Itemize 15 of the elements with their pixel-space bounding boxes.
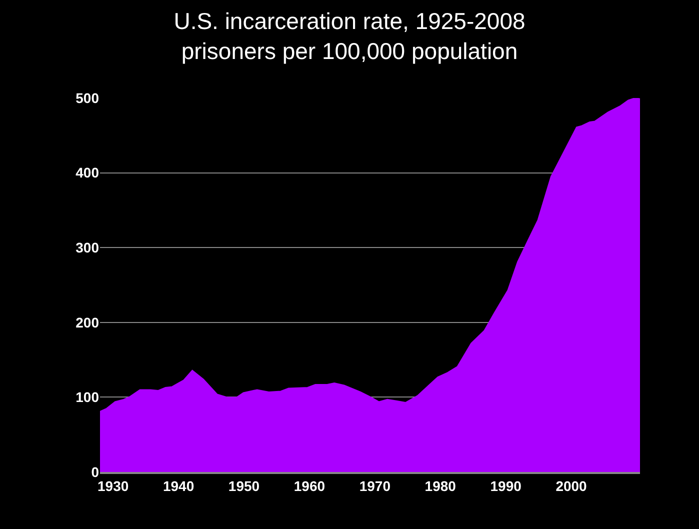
y-tick-label: 300 — [76, 240, 100, 256]
y-tick-label: 500 — [76, 90, 100, 106]
x-tick-label: 1990 — [490, 478, 522, 494]
x-tick-label: 1970 — [359, 478, 391, 494]
x-tick-label: 1930 — [98, 478, 129, 494]
y-tick-label: 100 — [76, 389, 100, 406]
y-tick-label: 200 — [76, 314, 100, 330]
chart-title: U.S. incarceration rate, 1925-2008 prisoners per 100,000 population — [174, 8, 526, 64]
x-tick-label: 1960 — [294, 478, 326, 494]
x-tick-label: 1950 — [228, 478, 260, 494]
x-tick-label: 1940 — [162, 478, 194, 494]
y-tick-label: 400 — [76, 164, 100, 181]
y-tick-label: 0 — [91, 464, 100, 480]
x-tick-label: 1980 — [424, 478, 456, 494]
x-tick-label: 2000 — [556, 478, 588, 494]
